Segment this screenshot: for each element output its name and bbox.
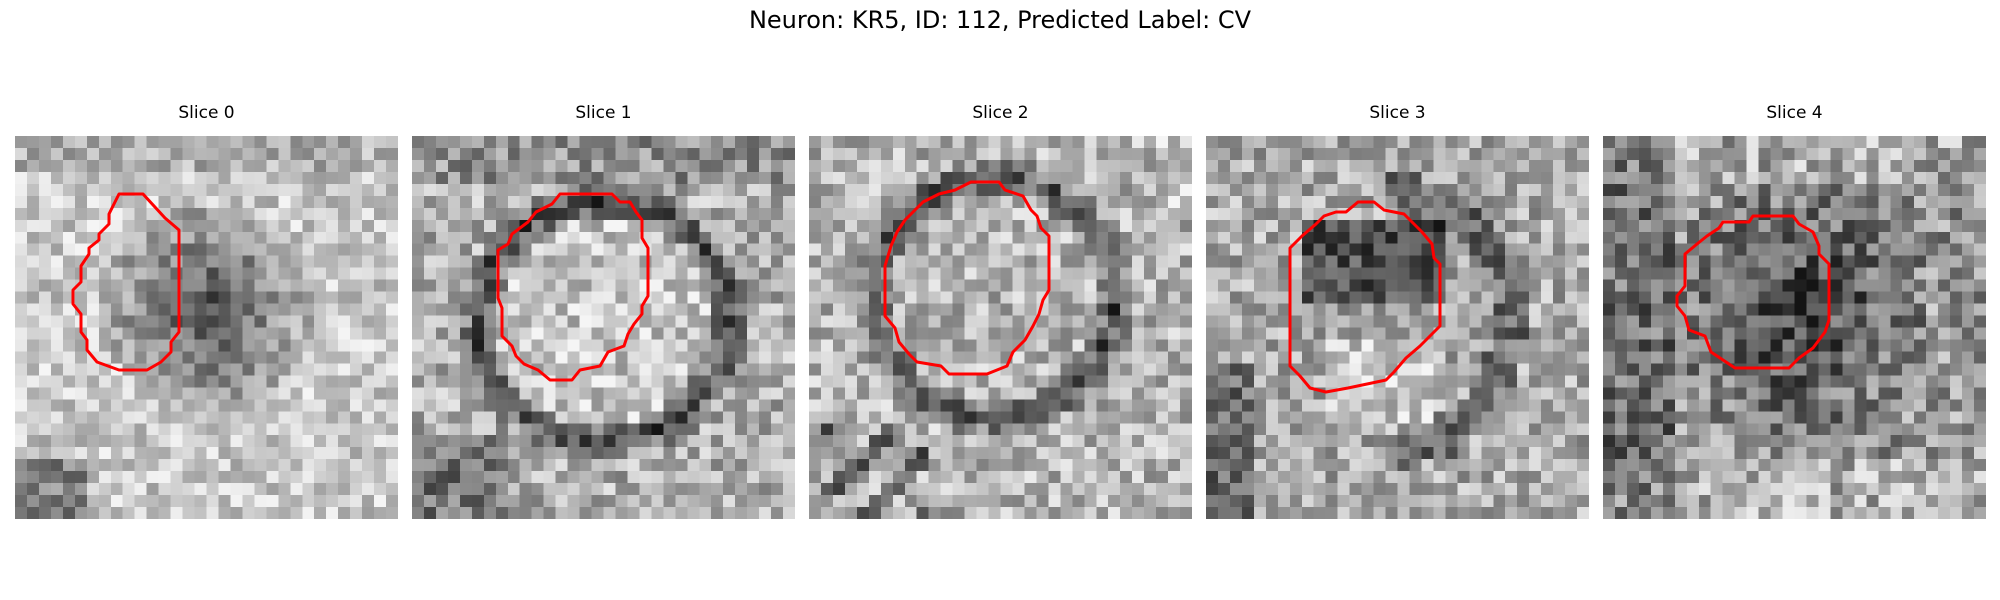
slice-panel-3: Slice 3 (1206, 102, 1589, 522)
slice-image-0 (15, 136, 398, 519)
slice-panel-1: Slice 1 (412, 102, 795, 522)
segmentation-contour (1288, 200, 1442, 394)
slice-title: Slice 3 (1369, 103, 1426, 123)
slice-title: Slice 2 (972, 103, 1029, 123)
segmentation-contour (71, 192, 181, 372)
segmentation-contour (883, 180, 1051, 376)
slice-title: Slice 4 (1766, 103, 1823, 123)
slice-panel-0: Slice 0 (15, 102, 398, 522)
segmentation-contour (1675, 214, 1831, 370)
slice-image-1 (412, 136, 795, 519)
slice-title: Slice 1 (575, 103, 632, 123)
slice-panel-4: Slice 4 (1603, 102, 1986, 522)
slice-panel-2: Slice 2 (809, 102, 1192, 522)
slice-image-4 (1603, 136, 1986, 519)
segmentation-contour (496, 192, 650, 382)
figure-title: Neuron: KR5, ID: 112, Predicted Label: C… (748, 6, 1252, 34)
slice-image-2 (809, 136, 1192, 519)
slice-title: Slice 0 (178, 103, 235, 123)
slice-image-3 (1206, 136, 1589, 519)
